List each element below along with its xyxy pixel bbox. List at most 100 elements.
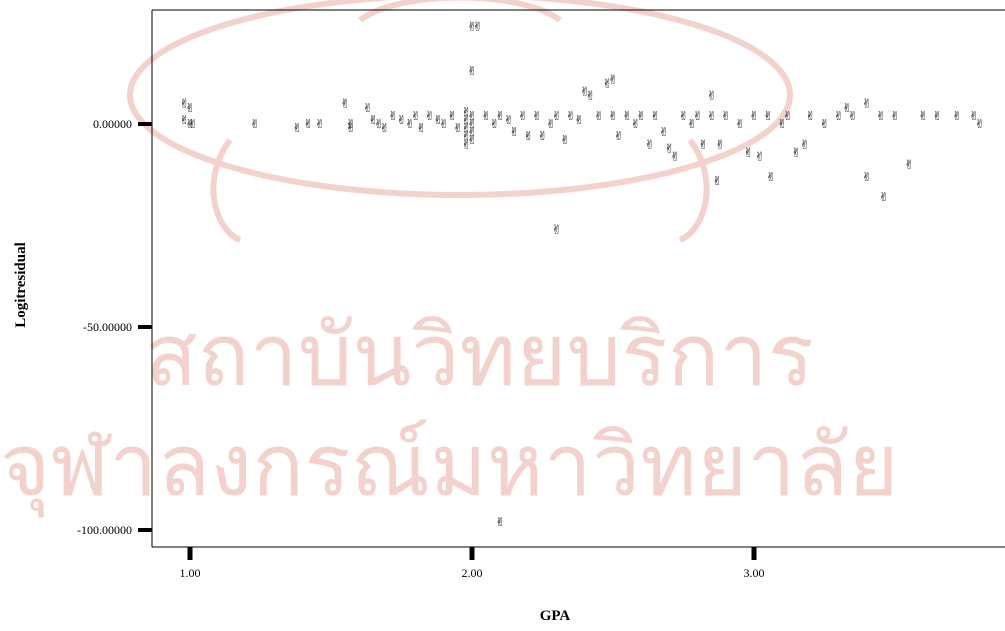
data-point: ✌ <box>560 133 570 147</box>
data-point: ✌ <box>932 109 942 123</box>
y-axis-title: Logitresidual <box>13 242 29 328</box>
data-point: ✌ <box>608 72 618 86</box>
y-ticks: 0.00000 -50.00000 -100.00000 <box>77 117 152 537</box>
data-point: ✌ <box>650 109 660 123</box>
data-point: ✌ <box>292 121 302 135</box>
data-point: ✌ <box>346 121 356 135</box>
data-point: ✌ <box>461 105 471 119</box>
data-point: ✌ <box>918 109 928 123</box>
data-point: ✌ <box>693 109 703 123</box>
data-point: ✌ <box>805 109 815 123</box>
crest-outline <box>127 0 793 198</box>
data-point: ✌ <box>315 117 325 131</box>
data-point: ✌ <box>447 109 457 123</box>
x-tick-label: 3.00 <box>744 566 765 580</box>
data-point: ✌ <box>755 149 765 163</box>
data-point: ✌ <box>250 117 260 131</box>
data-point: ✌ <box>645 137 655 151</box>
data-point: ✌ <box>566 109 576 123</box>
data-point: ✌ <box>179 97 189 111</box>
data-point: ✌ <box>467 125 477 139</box>
data-point: ✌ <box>819 117 829 131</box>
data-point: ✌ <box>602 76 612 90</box>
data-point: ✌ <box>969 109 979 123</box>
data-point: ✌ <box>707 89 717 103</box>
y-tick-label: 0.00000 <box>93 117 132 131</box>
data-point: ✌ <box>425 109 435 123</box>
data-point: ✌ <box>608 109 618 123</box>
data-point: ✌ <box>715 137 725 151</box>
data-point: ✌ <box>473 20 483 34</box>
data-point: ✌ <box>712 174 722 188</box>
data-point: ✌ <box>537 129 547 143</box>
x-axis-title: GPA <box>540 608 571 624</box>
data-point: ✌ <box>467 133 477 147</box>
data-point: ✌ <box>380 121 390 135</box>
data-point: ✌ <box>574 113 584 127</box>
data-point: ✌ <box>552 223 562 237</box>
data-point: ✌ <box>766 170 776 184</box>
data-point: ✌ <box>614 129 624 143</box>
data-point: ✌ <box>185 117 195 131</box>
data-point: ✌ <box>461 137 471 151</box>
data-point: ✌ <box>461 113 471 127</box>
x-tick-label: 1.00 <box>180 566 201 580</box>
data-point: ✌ <box>532 109 542 123</box>
data-point: ✌ <box>179 113 189 127</box>
data-point: ✌ <box>467 117 477 131</box>
data-point: ✌ <box>783 109 793 123</box>
data-point: ✌ <box>518 109 528 123</box>
x-ticks: 1.00 2.00 3.00 <box>180 547 765 580</box>
data-point: ✌ <box>687 117 697 131</box>
data-point: ✌ <box>664 141 674 155</box>
data-point: ✌ <box>777 117 787 131</box>
data-point: ✌ <box>585 89 595 103</box>
y-tick-label: -100.00000 <box>77 523 132 537</box>
x-tick-label: 2.00 <box>462 566 483 580</box>
data-point: ✌ <box>405 117 415 131</box>
data-point: ✌ <box>346 117 356 131</box>
data-point: ✌ <box>698 137 708 151</box>
data-point: ✌ <box>743 145 753 159</box>
data-point: ✌ <box>416 121 426 135</box>
data-point: ✌ <box>763 109 773 123</box>
data-point: ✌ <box>461 121 471 135</box>
data-point: ✌ <box>678 109 688 123</box>
data-point: ✌ <box>848 109 858 123</box>
data-point: ✌ <box>185 101 195 115</box>
data-point: ✌ <box>495 109 505 123</box>
data-point: ✌ <box>363 101 373 115</box>
data-point: ✌ <box>721 109 731 123</box>
data-point: ✌ <box>636 109 646 123</box>
watermark-line-1: สถาบันวิทยบริการ <box>145 306 814 406</box>
data-point: ✌ <box>411 109 421 123</box>
data-point: ✌ <box>509 125 519 139</box>
data-point: ✌ <box>876 109 886 123</box>
data-point: ✌ <box>374 117 384 131</box>
plot-frame <box>151 9 1005 548</box>
data-point: ✌ <box>791 145 801 159</box>
data-point: ✌ <box>842 101 852 115</box>
y-tick-label: -50.00000 <box>83 320 132 334</box>
data-point: ✌ <box>433 113 443 127</box>
data-point: ✌ <box>396 113 406 127</box>
data-point: ✌ <box>707 109 717 123</box>
data-point: ✌ <box>749 109 759 123</box>
data-points: ✌✌✌✌✌✌✌✌ ✌ ✌ ✌ ✌✌✌✌✌✌✌✌✌✌✌✌✌✌✌✌✌✌✌✌✌✌✌✌✌✌✌✌✌… <box>179 20 984 529</box>
data-point: ✌ <box>862 170 872 184</box>
crest-right-arm <box>678 138 710 243</box>
data-point: ✌ <box>952 109 962 123</box>
data-point: ✌ <box>467 109 477 123</box>
data-point: ✌ <box>879 190 889 204</box>
data-point: ✌ <box>523 129 533 143</box>
data-point: ✌ <box>453 121 463 135</box>
data-point: ✌ <box>340 97 350 111</box>
data-point: ✌ <box>461 129 471 143</box>
data-point: ✌ <box>467 20 477 34</box>
data-point: ✌ <box>467 64 477 78</box>
data-point: ✌ <box>495 515 505 529</box>
data-point: ✌ <box>490 117 500 131</box>
data-point: ✌ <box>904 158 914 172</box>
data-point: ✌ <box>481 109 491 123</box>
